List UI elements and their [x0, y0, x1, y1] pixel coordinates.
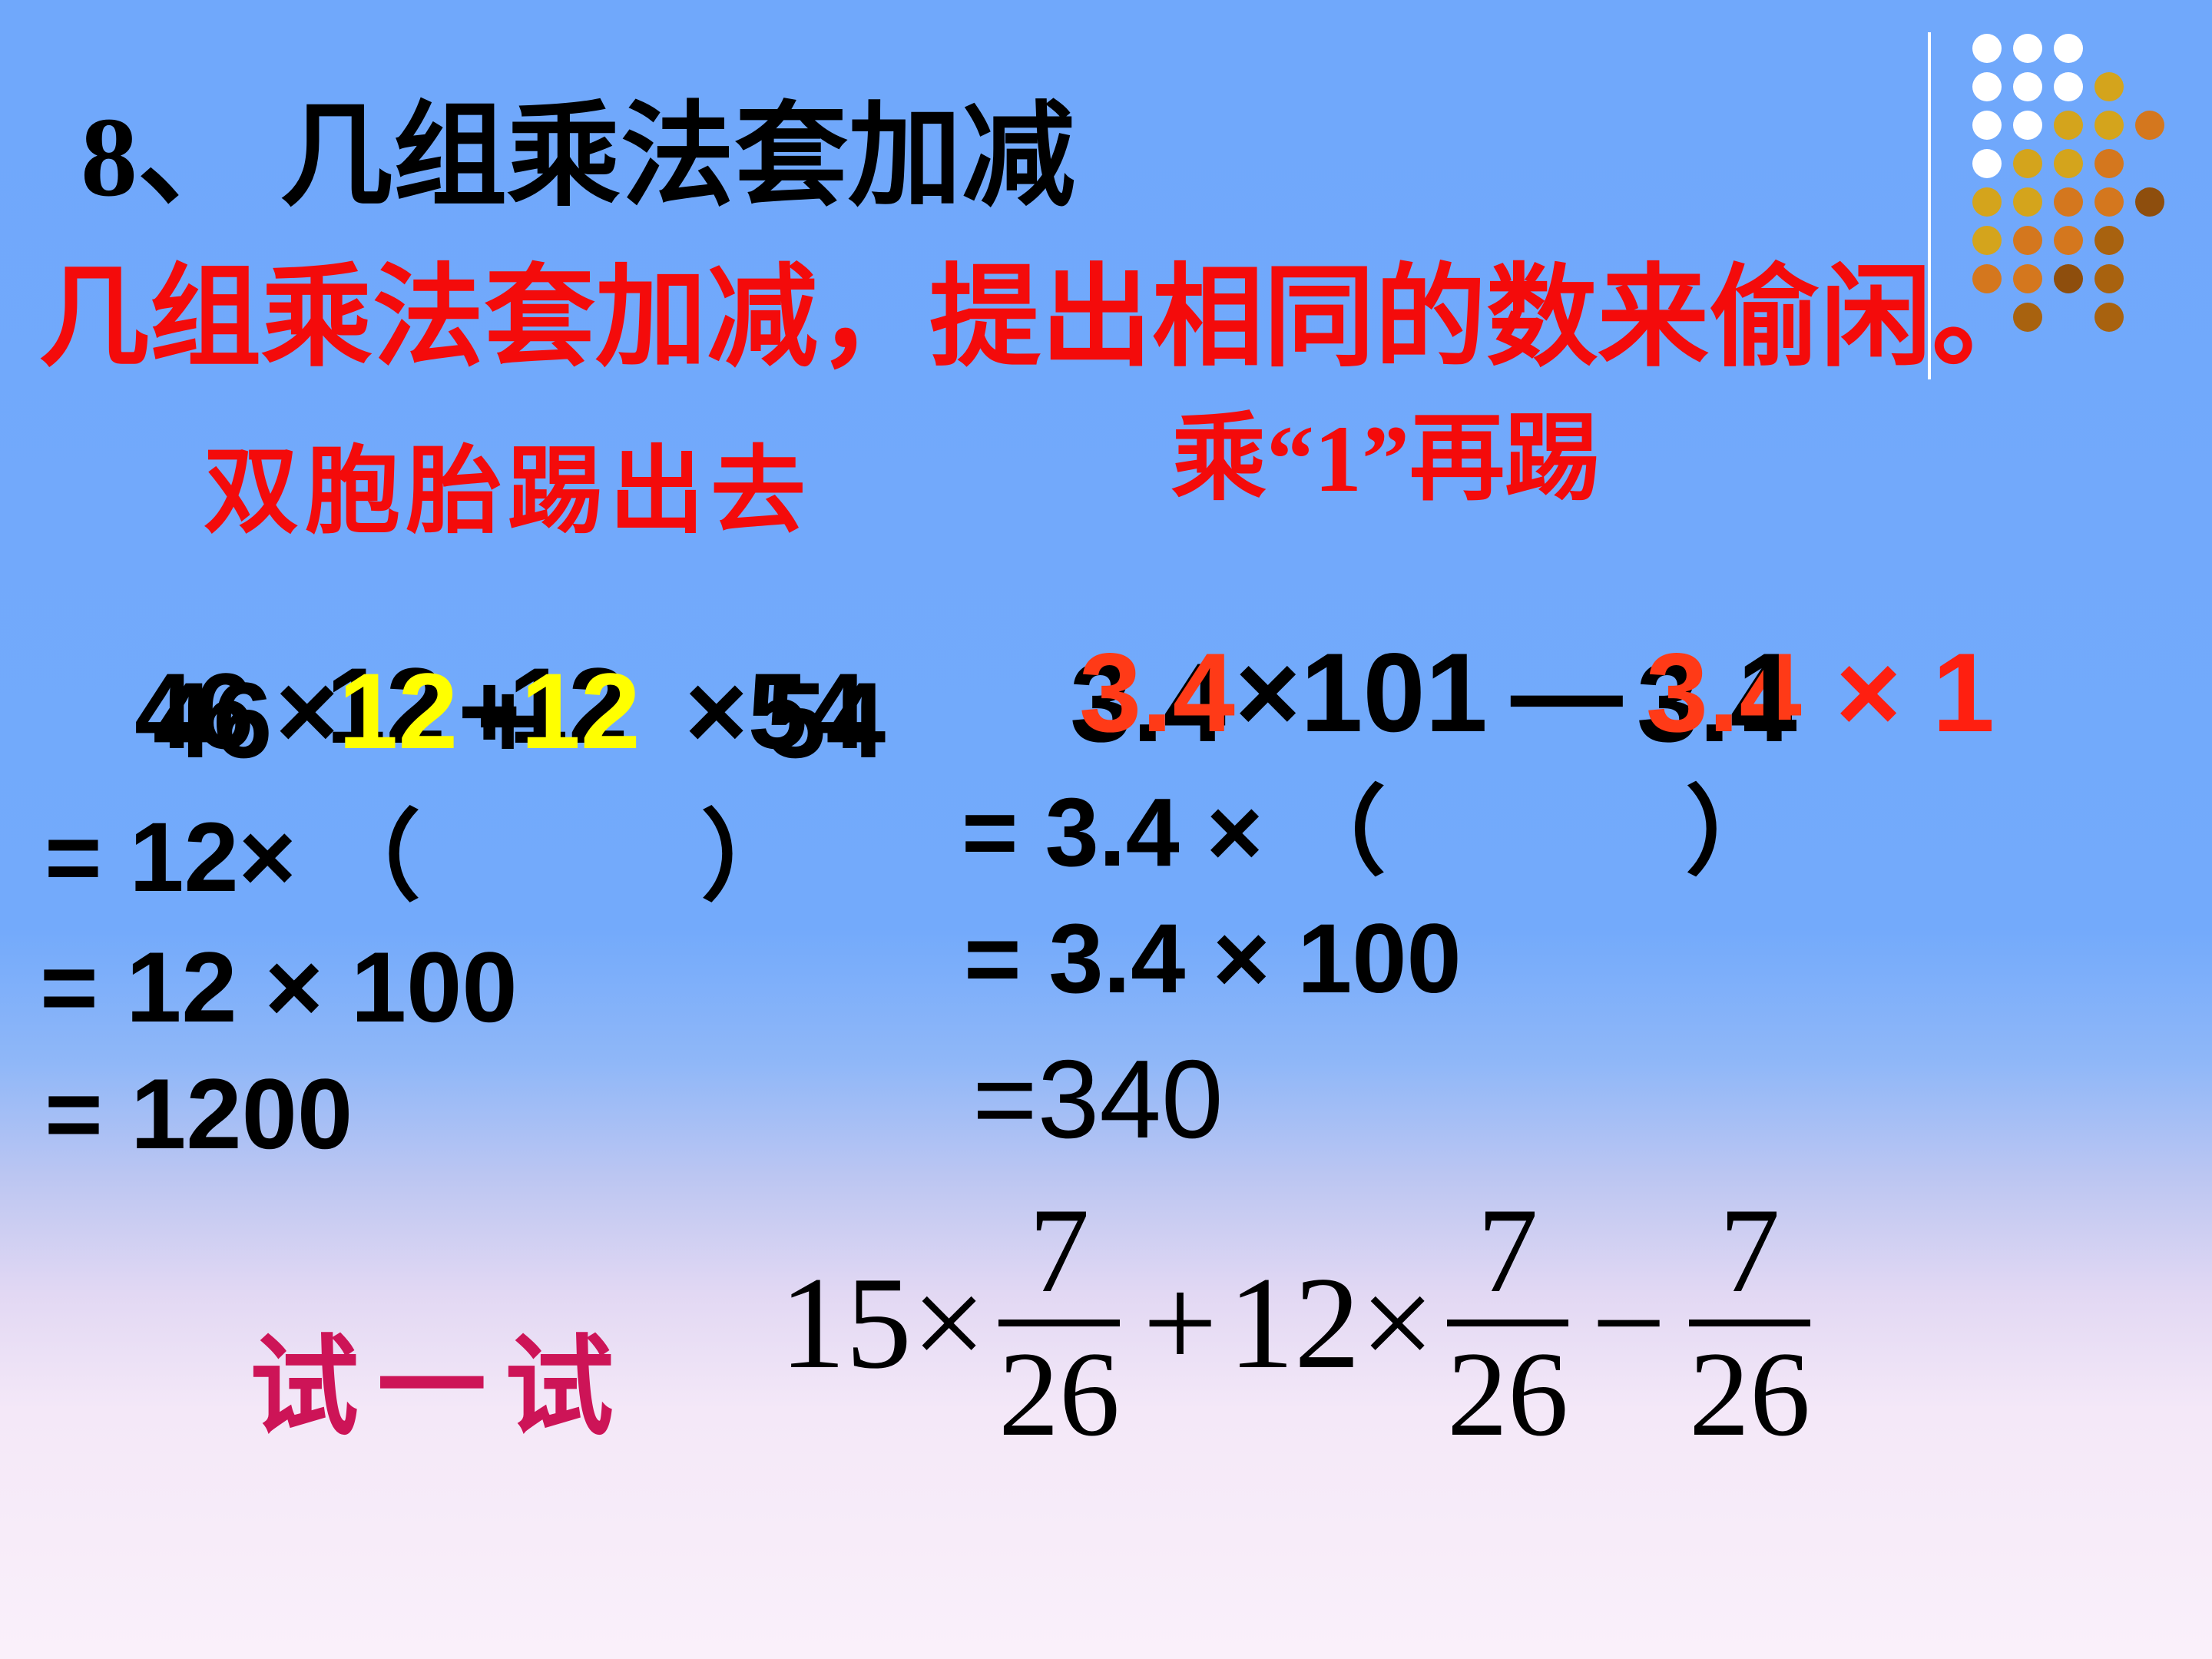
decor-dot	[2054, 303, 2083, 332]
fraction-denominator: 26	[998, 1327, 1121, 1462]
practice-minus: −	[1591, 1250, 1667, 1396]
left-step2: = 12 × 100	[40, 931, 518, 1043]
decor-dot	[2094, 303, 2124, 332]
left-step1-factored: = 12× （ ）	[45, 777, 799, 919]
decor-dot	[1972, 34, 2002, 63]
decor-dot	[2012, 226, 2042, 255]
decor-dot	[2012, 34, 2042, 63]
right-operand-3.4-first: 3.4	[1079, 630, 1235, 755]
fraction-bar	[1447, 1320, 1569, 1326]
decor-dot	[2094, 226, 2124, 255]
fraction-7-26-third: 7 26	[1677, 1190, 1823, 1455]
problem-left-expression: 46 ×12+12 ×54	[134, 649, 867, 773]
decor-dot	[2053, 111, 2083, 140]
page-title: 8、 几组乘法套加减	[81, 94, 1075, 220]
decor-dot	[2053, 264, 2083, 293]
decor-dot	[2053, 187, 2083, 217]
practice-coef-12: 12×	[1228, 1250, 1435, 1396]
fraction-numerator: 7	[1028, 1184, 1090, 1318]
decor-dot	[2135, 264, 2164, 293]
hint-multiply-by-one: 乘“1”再踢	[1171, 406, 1601, 512]
fraction-bar	[998, 1320, 1121, 1326]
decor-dot	[2135, 149, 2164, 178]
decor-dot	[2053, 72, 2083, 101]
fraction-numerator: 7	[1477, 1184, 1538, 1318]
left-step1-prefix: = 12×	[45, 803, 296, 912]
decor-dot	[2094, 72, 2124, 101]
right-times-one: × 1	[1836, 630, 1995, 755]
decor-dots-grid	[1966, 29, 2170, 336]
decor-vertical-line	[1928, 32, 1931, 379]
right-step2: = 3.4 × 100	[964, 904, 1462, 1014]
left-operand-46: 46	[134, 651, 254, 771]
right-paren-open: （	[1289, 778, 1386, 886]
decor-dot	[2134, 187, 2164, 217]
left-times-1: ×	[275, 651, 339, 771]
decor-dot	[2012, 72, 2042, 101]
decor-dot	[2135, 226, 2164, 255]
practice-fraction-expression: 15× 7 26 + 12× 7 26 − 7 26	[780, 1190, 1823, 1455]
decor-dot	[2012, 303, 2042, 332]
left-operand-54: 54	[747, 651, 868, 771]
problem-right-expression: 3.4×101—3.41 × 1	[1079, 628, 1995, 757]
right-operand-3.4-second: 3.4	[1645, 630, 1802, 755]
right-paren-close: ）	[1685, 778, 1783, 886]
decor-dot	[2094, 187, 2124, 217]
decor-dot	[2135, 72, 2164, 101]
decor-dot	[2094, 34, 2124, 63]
left-highlight-12-second: 12	[521, 651, 641, 771]
decor-dot	[2012, 187, 2042, 217]
decor-dot	[2053, 226, 2083, 255]
decor-dot	[1972, 149, 2002, 178]
hint-twins-kick-out: 双胞胎踢出去	[204, 439, 813, 545]
decor-dot	[2135, 303, 2164, 332]
decor-dot	[1972, 72, 2002, 101]
left-plus: +	[458, 651, 521, 771]
fraction-denominator: 26	[1447, 1327, 1569, 1462]
left-paren-open: （	[322, 803, 421, 912]
right-step3-result: =340	[972, 1037, 1224, 1161]
left-paren-close: ）	[700, 803, 800, 912]
practice-coef-15: 15×	[780, 1250, 987, 1396]
fraction-7-26-first: 7 26	[986, 1190, 1132, 1455]
decor-dot	[2053, 34, 2083, 63]
decor-dot	[2135, 34, 2164, 63]
left-step3-result: = 1200	[45, 1058, 353, 1170]
right-step1-prefix: = 3.4 ×	[962, 778, 1263, 886]
right-overlapping-one: 1	[1737, 630, 1800, 755]
fraction-bar	[1689, 1320, 1811, 1326]
decor-dot	[2012, 149, 2042, 178]
decor-dot	[2094, 111, 2124, 140]
decor-dot	[1972, 264, 2002, 293]
fraction-numerator: 7	[1719, 1184, 1780, 1318]
subtitle-rule-text: 几组乘法套加减，提出相同的数来偷闲。	[38, 257, 2043, 380]
practice-plus: +	[1143, 1250, 1218, 1396]
decor-dot	[2094, 149, 2124, 178]
decor-dot	[1972, 226, 2002, 255]
fraction-7-26-second: 7 26	[1435, 1190, 1581, 1455]
decor-dot	[2094, 264, 2124, 293]
right-minus: —	[1510, 630, 1623, 755]
right-step1-factored: = 3.4 × （ ）	[962, 754, 1782, 894]
left-times-2: ×	[684, 651, 748, 771]
decor-dot	[2012, 111, 2042, 140]
decor-dot	[1972, 111, 2002, 140]
decor-dot	[1972, 187, 2002, 217]
right-times-101: ×101	[1234, 630, 1488, 755]
decor-dot	[2134, 111, 2164, 140]
fraction-denominator: 26	[1689, 1327, 1811, 1462]
decor-dot	[2012, 264, 2042, 293]
decor-dot	[2053, 149, 2083, 178]
left-highlight-12-first: 12	[338, 651, 459, 771]
try-it-label: 试一试	[250, 1327, 632, 1449]
